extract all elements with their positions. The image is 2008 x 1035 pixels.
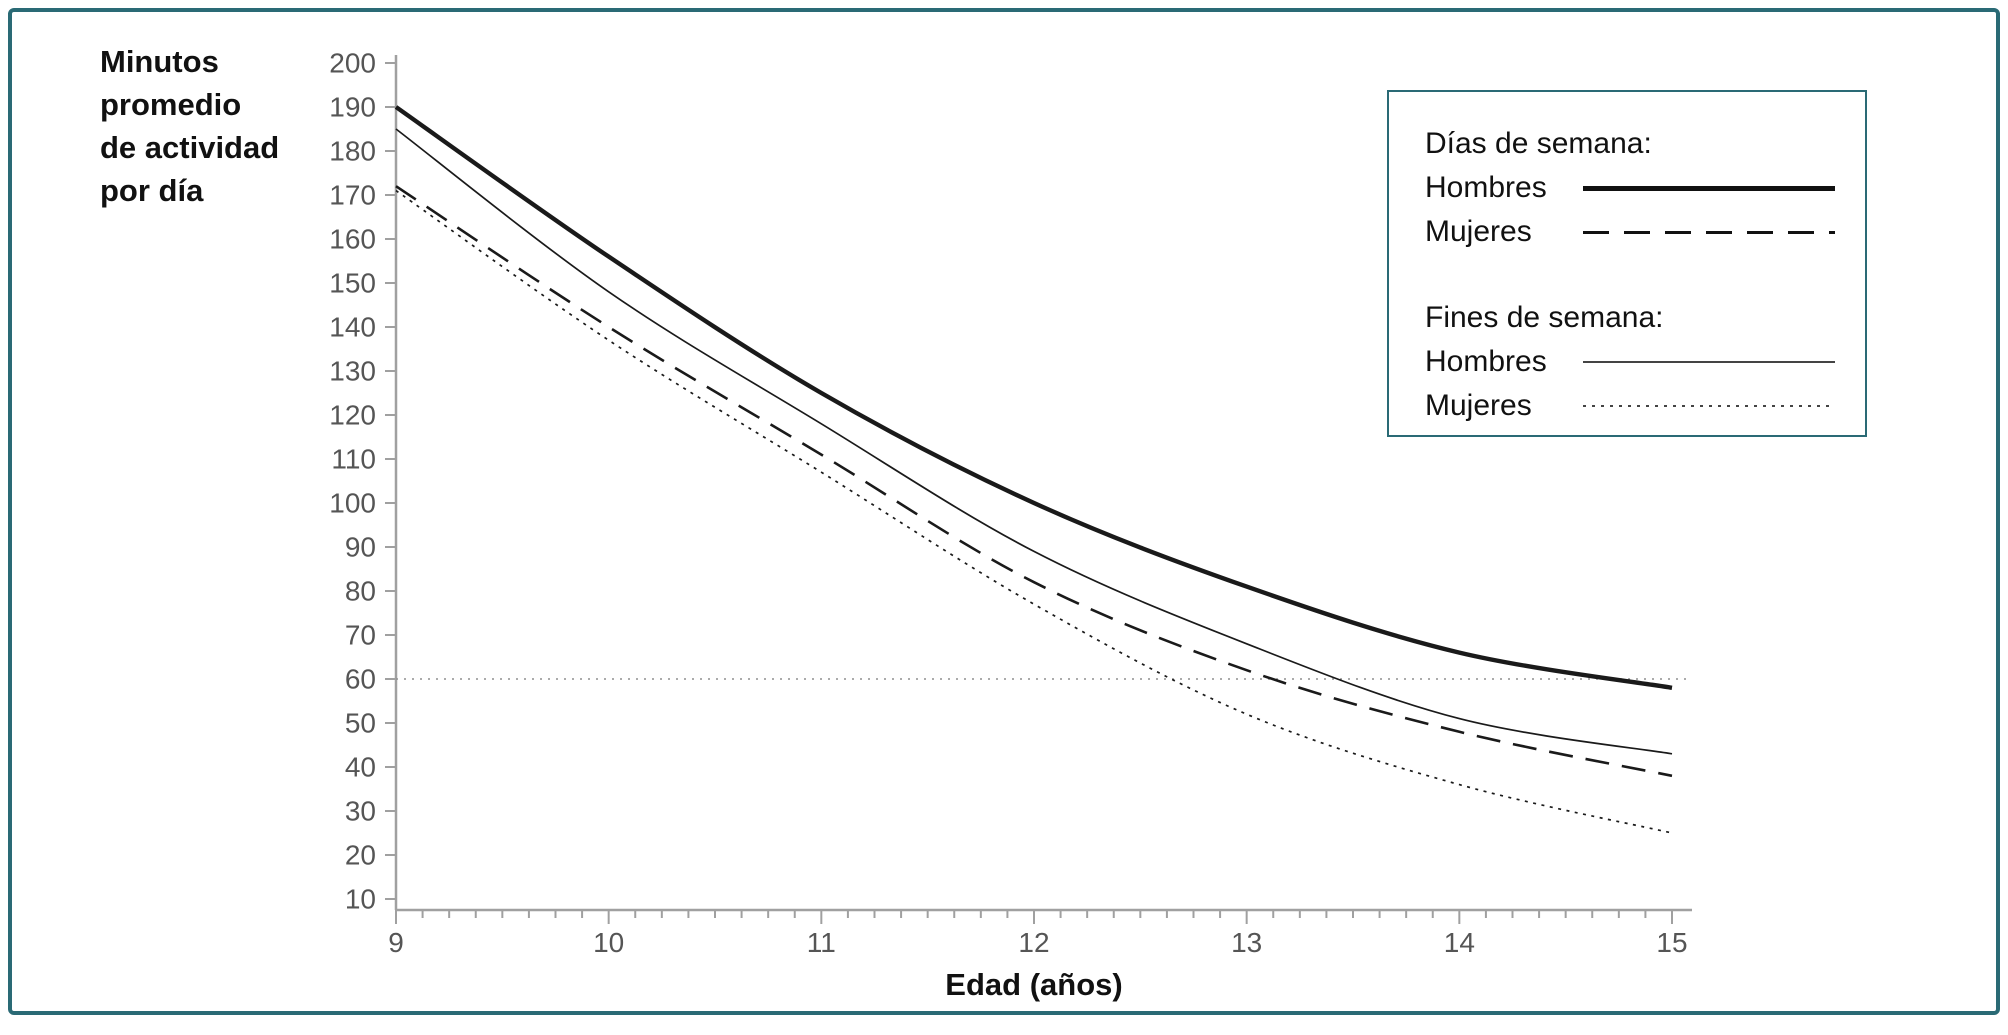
x-tick-label: 10 xyxy=(593,927,624,958)
chart-canvas: 10 20 30 40 50 60 70 80 90 100 110 120 130 140 150 160 1… xyxy=(329,48,1692,958)
figure-frame: Minutos promedio de actividad por día 10… xyxy=(8,8,2000,1015)
dotted-line-sample xyxy=(1582,405,1835,407)
y-tick-label: 40 xyxy=(345,752,376,783)
legend-entry-label: Mujeres xyxy=(1425,215,1532,248)
y-tick-label: 200 xyxy=(329,48,376,79)
y-tick-label: 180 xyxy=(329,136,376,167)
legend-entry-label: Hombres xyxy=(1425,171,1547,204)
x-tick-label: 15 xyxy=(1656,927,1687,958)
x-tick-label: 13 xyxy=(1231,927,1262,958)
legend-group-title-weekends: Fines de semana: xyxy=(1425,301,1664,334)
legend-group-title-weekdays: Días de semana: xyxy=(1425,127,1652,160)
y-tick-label: 60 xyxy=(345,664,376,695)
legend-entry-weekday-women: Mujeres xyxy=(1425,210,1835,254)
x-tick-label: 14 xyxy=(1444,927,1475,958)
y-tick-label: 130 xyxy=(329,356,376,387)
legend-entry-weekend-women: Mujeres xyxy=(1425,384,1835,428)
y-tick-label: 50 xyxy=(345,708,376,739)
series-line-0 xyxy=(394,105,1673,690)
y-axis-title-line: Minutos xyxy=(100,44,219,79)
legend-box: Días de semana: Hombres Mujeres Fines de… xyxy=(1387,90,1867,437)
y-tick-label: 170 xyxy=(329,180,376,211)
y-tick-label: 190 xyxy=(329,92,376,123)
y-tick-label: 30 xyxy=(345,796,376,827)
y-tick-label: 90 xyxy=(345,532,376,563)
y-tick-label: 120 xyxy=(329,400,376,431)
legend-entry-weekend-men: Hombres xyxy=(1425,340,1835,384)
legend-entry-weekday-men: Hombres xyxy=(1425,166,1835,210)
series-line-3 xyxy=(395,189,1673,834)
x-tick-label: 9 xyxy=(388,927,404,958)
y-tick-label: 80 xyxy=(345,576,376,607)
series-line-2 xyxy=(395,128,1673,755)
y-tick-label: 140 xyxy=(329,312,376,343)
thick-solid-line-sample xyxy=(1582,185,1835,191)
y-axis-title-line: de actividad xyxy=(100,130,280,165)
x-tick-label: 12 xyxy=(1018,927,1049,958)
y-axis-title-line: por día xyxy=(100,173,204,208)
y-tick-label: 20 xyxy=(345,840,376,871)
y-tick-label: 150 xyxy=(329,268,376,299)
y-tick-label: 70 xyxy=(345,620,376,651)
legend-entry-label: Mujeres xyxy=(1425,389,1532,422)
legend-entry-label: Hombres xyxy=(1425,345,1547,378)
x-axis-label: Edad (años) xyxy=(945,967,1123,1002)
y-tick-label: 160 xyxy=(329,224,376,255)
x-tick-labels: 9 10 11 12 13 14 15 xyxy=(388,910,1688,958)
series-line-1 xyxy=(395,185,1673,778)
y-tick-label: 10 xyxy=(345,884,376,915)
x-tick-label: 11 xyxy=(807,927,836,958)
y-tick-label: 110 xyxy=(331,444,376,475)
thin-solid-line-sample xyxy=(1582,361,1835,363)
y-tick-labels: 10 20 30 40 50 60 70 80 90 100 110 120 130 140 150 160 1… xyxy=(329,48,396,915)
y-axis-title: Minutos promedio de actividad por día xyxy=(100,40,279,212)
long-dash-line-sample xyxy=(1582,230,1835,234)
y-axis-title-line: promedio xyxy=(100,87,242,122)
y-tick-label: 100 xyxy=(329,488,376,519)
